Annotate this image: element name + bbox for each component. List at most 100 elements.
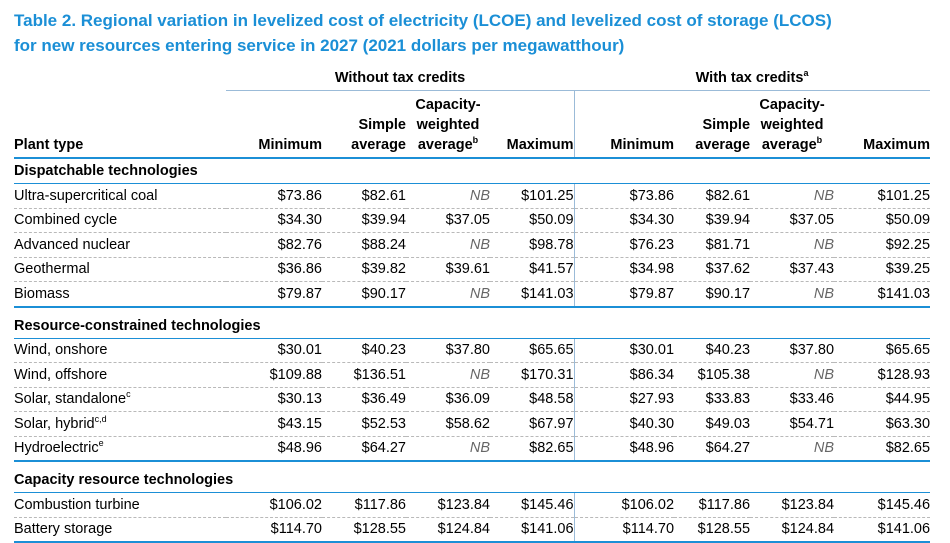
value-cell: $73.86 xyxy=(226,183,322,209)
value-cell: $36.49 xyxy=(322,387,406,412)
table-title-line-2: for new resources entering service in 20… xyxy=(14,36,625,55)
header-text: Capacity- xyxy=(415,97,481,113)
column-header-row: Plant type Minimum Simple average Capacit… xyxy=(14,90,931,159)
value-cell: $36.86 xyxy=(226,257,322,282)
value-cell: $30.01 xyxy=(226,338,322,363)
value-cell: $39.82 xyxy=(322,257,406,282)
lcoe-table: Without tax credits With tax creditsa Pl… xyxy=(14,68,931,543)
value-cell: $39.25 xyxy=(834,257,931,282)
value-cell: $170.31 xyxy=(490,362,575,388)
value-cell: $90.17 xyxy=(674,281,751,308)
value-cell: $39.94 xyxy=(674,208,751,233)
value-cell: $37.80 xyxy=(406,338,490,363)
value-cell: $141.06 xyxy=(490,517,575,543)
table-row: Combined cycle $34.30 $39.94 $37.05 $50.09 $3… xyxy=(14,208,931,233)
table-row: Battery storage $114.70 $128.55 $124.84 $141… xyxy=(14,517,931,543)
value-cell: $48.58 xyxy=(490,387,575,412)
plant-type-cell: Advanced nuclear xyxy=(14,232,226,258)
value-cell: $37.05 xyxy=(406,208,490,233)
table-row: Wind, onshore $30.01 $40.23 $37.80 $65.65 $30… xyxy=(14,338,931,363)
value-cell: $27.93 xyxy=(574,387,675,412)
value-cell: NB xyxy=(750,362,835,388)
group-header-row: Without tax credits With tax creditsa xyxy=(14,68,931,91)
value-cell: $145.46 xyxy=(834,492,931,518)
category-row: Capacity resource technologies xyxy=(14,468,931,493)
category-row: Dispatchable technologies xyxy=(14,158,931,184)
value-cell: $44.95 xyxy=(834,387,931,412)
value-cell: $105.38 xyxy=(674,362,751,388)
value-cell: $141.03 xyxy=(834,281,931,308)
column-header-capacity-weighted-average: Capacity-weighted averageb xyxy=(750,90,835,159)
value-cell: $141.06 xyxy=(834,517,931,543)
value-cell: $141.03 xyxy=(490,281,575,308)
header-text: weighted xyxy=(416,117,480,133)
value-cell: $114.70 xyxy=(226,517,322,543)
table-row: Combustion turbine $106.02 $117.86 $123.84 $… xyxy=(14,492,931,518)
table-row: Biomass $79.87 $90.17 NB $141.03 $79.87 $90.17… xyxy=(14,281,931,308)
header-text: average xyxy=(417,137,473,153)
table-body: Dispatchable technologies Ultra-supercrit… xyxy=(14,158,931,543)
group-header-without-tax-credits: Without tax credits xyxy=(226,70,575,91)
value-cell: $109.88 xyxy=(226,362,322,388)
value-cell: $36.09 xyxy=(406,387,490,412)
column-header-maximum: Maximum xyxy=(834,90,931,159)
table-title: Table 2. Regional variation in levelized… xyxy=(14,8,939,58)
value-cell: $81.71 xyxy=(674,232,751,258)
plant-type-label: Combustion turbine xyxy=(14,496,140,513)
value-cell: $30.13 xyxy=(226,387,322,412)
header-text: weighted xyxy=(760,117,824,133)
value-cell: NB xyxy=(750,232,835,258)
value-cell: $40.23 xyxy=(322,338,406,363)
value-cell: $50.09 xyxy=(834,208,931,233)
plant-type-cell: Hydroelectrice xyxy=(14,436,226,462)
plant-type-cell: Combustion turbine xyxy=(14,492,226,518)
value-cell: $82.65 xyxy=(490,436,575,462)
value-cell: $43.15 xyxy=(226,411,322,437)
value-cell: $82.65 xyxy=(834,436,931,462)
table-title-line-1: Table 2. Regional variation in levelized… xyxy=(14,11,832,30)
value-cell: NB xyxy=(406,281,490,308)
column-header-plant-type: Plant type xyxy=(14,90,226,159)
value-cell: $88.24 xyxy=(322,232,406,258)
value-cell: $145.46 xyxy=(490,492,575,518)
footnote-marker: e xyxy=(98,438,104,449)
plant-type-label: Battery storage xyxy=(14,521,113,538)
plant-type-label: Wind, onshore xyxy=(14,342,108,359)
table-row: Hydroelectrice $48.96 $64.27 NB $82.65 $48.96… xyxy=(14,436,931,462)
value-cell: $48.96 xyxy=(226,436,322,462)
plant-type-cell: Geothermal xyxy=(14,257,226,282)
value-cell: $79.87 xyxy=(574,281,675,308)
value-cell: $54.71 xyxy=(750,411,835,437)
footnote-marker: c,d xyxy=(94,413,107,424)
header-text: average xyxy=(695,137,751,153)
value-cell: $52.53 xyxy=(322,411,406,437)
footnote-marker: a xyxy=(803,68,809,79)
value-cell: $92.25 xyxy=(834,232,931,258)
plant-type-label: Hydroelectric xyxy=(14,440,99,457)
category-label: Dispatchable technologies xyxy=(14,158,931,184)
value-cell: $86.34 xyxy=(574,362,675,388)
group-header-with-tax-credits: With tax creditsa xyxy=(574,68,931,91)
column-header-minimum: Minimum xyxy=(226,90,322,159)
value-cell: $73.86 xyxy=(574,183,675,209)
value-cell: $79.87 xyxy=(226,281,322,308)
value-cell: $40.23 xyxy=(674,338,751,363)
footnote-marker: b xyxy=(816,135,823,146)
value-cell: $37.43 xyxy=(750,257,835,282)
value-cell: $41.57 xyxy=(490,257,575,282)
value-cell: $63.30 xyxy=(834,411,931,437)
value-cell: NB xyxy=(406,183,490,209)
plant-type-cell: Wind, offshore xyxy=(14,362,226,388)
table-row: Ultra-supercritical coal $73.86 $82.61 NB $1… xyxy=(14,183,931,209)
value-cell: $98.78 xyxy=(490,232,575,258)
value-cell: $128.55 xyxy=(674,517,751,543)
value-cell: NB xyxy=(750,436,835,462)
value-cell: $64.27 xyxy=(322,436,406,462)
value-cell: $49.03 xyxy=(674,411,751,437)
plant-type-cell: Solar, hybridc,d xyxy=(14,411,226,437)
value-cell: $37.05 xyxy=(750,208,835,233)
table-row: Solar, standalonec $30.13 $36.49 $36.09 $48.… xyxy=(14,387,931,412)
value-cell: $82.61 xyxy=(674,183,751,209)
value-cell: $123.84 xyxy=(406,492,490,518)
value-cell: NB xyxy=(406,362,490,388)
